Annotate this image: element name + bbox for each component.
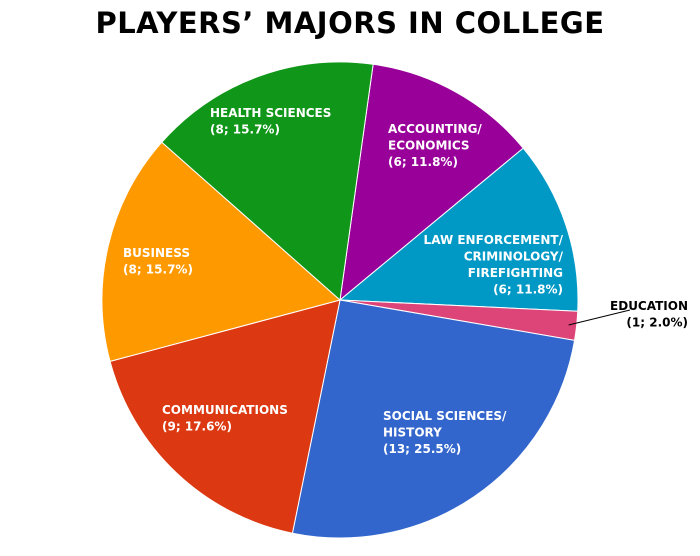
- slice-label: BUSINESS (8; 15.7%): [123, 246, 193, 277]
- pie-slice: [109, 299, 341, 534]
- slice-label: COMMUNICATIONS (9; 17.6%): [162, 403, 288, 434]
- slice-label: LAW ENFORCEMENT/CRIMINOLOGY/FIREFIGHTING…: [424, 233, 564, 297]
- pie-slice: [339, 63, 524, 302]
- pie-slice: [338, 147, 579, 312]
- slice-label: SOCIAL SCIENCES/HISTORY (13; 25.5%): [383, 409, 507, 456]
- pie-slice: [101, 141, 342, 362]
- leader-line: [568, 309, 631, 326]
- pie-slice: [161, 61, 374, 301]
- slice-label: ACCOUNTING/ECONOMICS (6; 11.8%): [388, 122, 482, 169]
- chart-title: PLAYERS’ MAJORS IN COLLEGE: [95, 6, 605, 40]
- pie-slice: [291, 299, 576, 539]
- slice-label: EDUCATION (1; 2.0%): [610, 299, 688, 330]
- slice-label: HEALTH SCIENCES (8; 15.7%): [210, 106, 331, 137]
